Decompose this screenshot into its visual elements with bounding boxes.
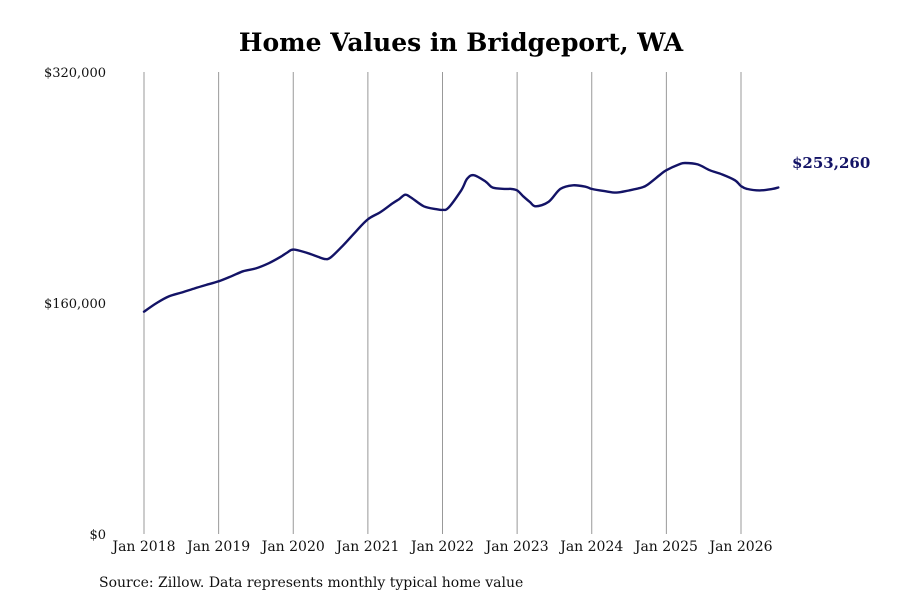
source-note: Source: Zillow. Data represents monthly … — [99, 575, 523, 591]
y-tick-label: $160,000 — [44, 297, 106, 312]
y-tick-label: $320,000 — [44, 66, 106, 81]
home-value-line — [142, 161, 780, 313]
x-tick-label: Jan 2023 — [484, 539, 549, 555]
x-tick-label: Jan 2018 — [110, 539, 175, 555]
x-tick-label: Jan 2019 — [185, 539, 250, 555]
x-tick-label: Jan 2024 — [558, 539, 623, 555]
x-tick-label: Jan 2021 — [334, 539, 399, 555]
end-value-label: $253,260 — [792, 154, 870, 172]
x-tick-label: Jan 2020 — [260, 539, 325, 555]
x-tick-label: Jan 2025 — [633, 539, 698, 555]
x-tick-label: Jan 2026 — [707, 539, 772, 555]
y-tick-label: $0 — [89, 528, 106, 543]
x-tick-label: Jan 2022 — [409, 539, 474, 555]
chart-title: Home Values in Bridgeport, WA — [239, 28, 684, 57]
gridlines — [143, 72, 742, 534]
series-layer — [142, 161, 780, 313]
y-axis-ticks: $0 $160,000 $320,000 — [44, 66, 106, 543]
x-axis-ticks: Jan 2018 Jan 2019 Jan 2020 Jan 2021 Jan 2022… — [110, 539, 772, 555]
